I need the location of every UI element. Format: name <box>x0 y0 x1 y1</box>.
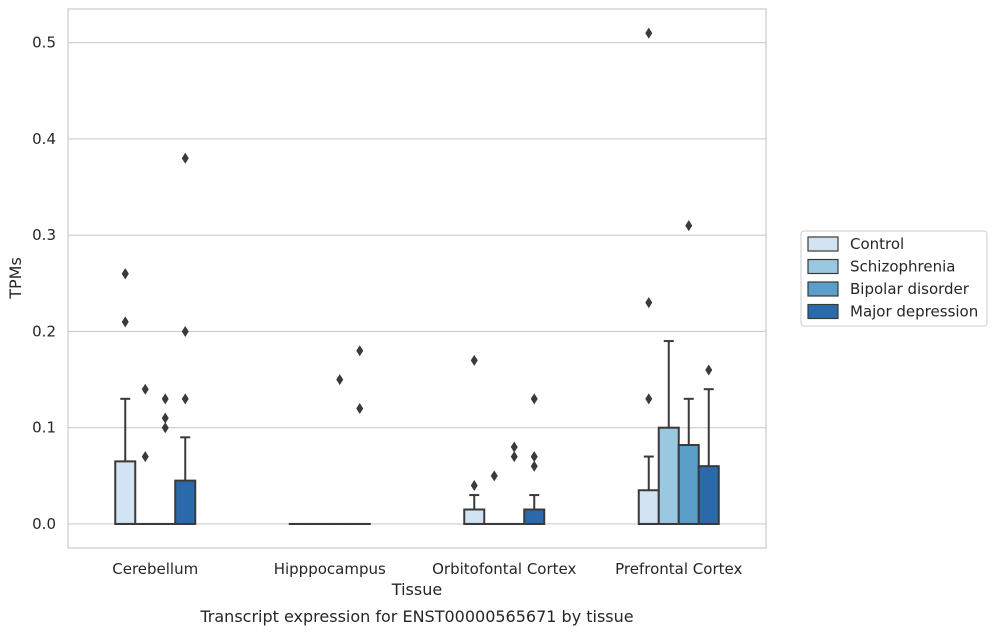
box-control <box>114 268 137 525</box>
box-rect <box>697 465 720 525</box>
outlier-point <box>470 479 478 491</box>
box-rect <box>174 479 197 525</box>
x-tick-label: Cerebellum <box>112 560 198 578</box>
box-major-depression <box>174 152 197 525</box>
outlier-point <box>530 451 538 463</box>
outlier-point <box>530 460 538 472</box>
legend-label: Bipolar disorder <box>850 280 970 298</box>
outlier-point <box>141 451 149 463</box>
outlier-point <box>356 345 364 357</box>
y-tick-label: 0.5 <box>32 34 56 52</box>
outlier-point <box>645 27 653 39</box>
box-rect <box>463 508 486 525</box>
outlier-point <box>161 393 169 405</box>
y-tick-label: 0.1 <box>32 419 56 437</box>
outlier-point <box>510 451 518 463</box>
y-axis-title: TPMs <box>6 257 25 300</box>
legend-label: Schizophrenia <box>850 258 955 276</box>
box-schizophrenia <box>657 340 680 525</box>
y-tick-label: 0.4 <box>32 130 56 148</box>
box-control <box>637 27 660 525</box>
y-tick-label: 0.3 <box>32 226 56 244</box>
outlier-point <box>121 316 129 328</box>
boxes <box>114 27 720 525</box>
legend-label: Control <box>850 235 904 253</box>
box-control <box>463 354 486 525</box>
box-rect <box>677 444 700 525</box>
x-tick-label: Hipppocampus <box>274 560 386 578</box>
box-bipolar-disorder <box>677 220 700 525</box>
outlier-point <box>161 412 169 424</box>
box-bipolar-disorder <box>503 441 526 525</box>
outlier-point <box>490 470 498 482</box>
x-tick-labels: Cerebellum Hipppocampus Orbitofontal Corte… <box>112 560 742 578</box>
outlier-point <box>645 393 653 405</box>
outlier-point <box>645 297 653 309</box>
y-tick-label: 0.2 <box>32 322 56 340</box>
outlier-point <box>685 220 693 232</box>
legend-swatch <box>807 303 839 320</box>
outlier-point <box>336 374 344 386</box>
legend-frame <box>800 230 988 327</box>
box-major-depression <box>697 364 720 525</box>
y-tick-label: 0.0 <box>32 515 56 533</box>
box-major-depression <box>348 345 371 525</box>
x-axis-title: Tissue <box>391 580 442 599</box>
box-rect <box>523 508 546 525</box>
legend-swatch <box>807 236 839 252</box>
outlier-point <box>141 383 149 395</box>
legend-swatch <box>807 258 839 275</box>
y-tick-labels: 0.0 0.1 0.2 0.3 0.4 0.5 <box>32 34 56 533</box>
outlier-point <box>181 325 189 337</box>
outlier-point <box>161 422 169 434</box>
box-rect <box>637 489 660 525</box>
outlier-point <box>510 441 518 453</box>
box-rect <box>657 426 680 525</box>
x-tick-label: Orbitofontal Cortex <box>432 560 576 578</box>
outlier-point <box>470 354 478 366</box>
legend: Control Schizophrenia Bipolar disorder Majo… <box>800 230 988 327</box>
outlier-point <box>181 393 189 405</box>
chart-caption: Transcript expression for ENST0000056567… <box>199 607 633 626</box>
legend-swatch <box>807 281 839 297</box>
outlier-point <box>530 393 538 405</box>
box-major-depression <box>523 393 546 525</box>
x-tick-label: Prefrontal Cortex <box>615 560 742 578</box>
legend-label: Major depression <box>850 303 978 321</box>
outlier-point <box>121 268 129 280</box>
plot-frame <box>67 8 767 549</box>
outlier-point <box>356 402 364 414</box>
box-rect <box>114 460 137 525</box>
outlier-point <box>705 364 713 376</box>
outlier-point <box>181 152 189 164</box>
